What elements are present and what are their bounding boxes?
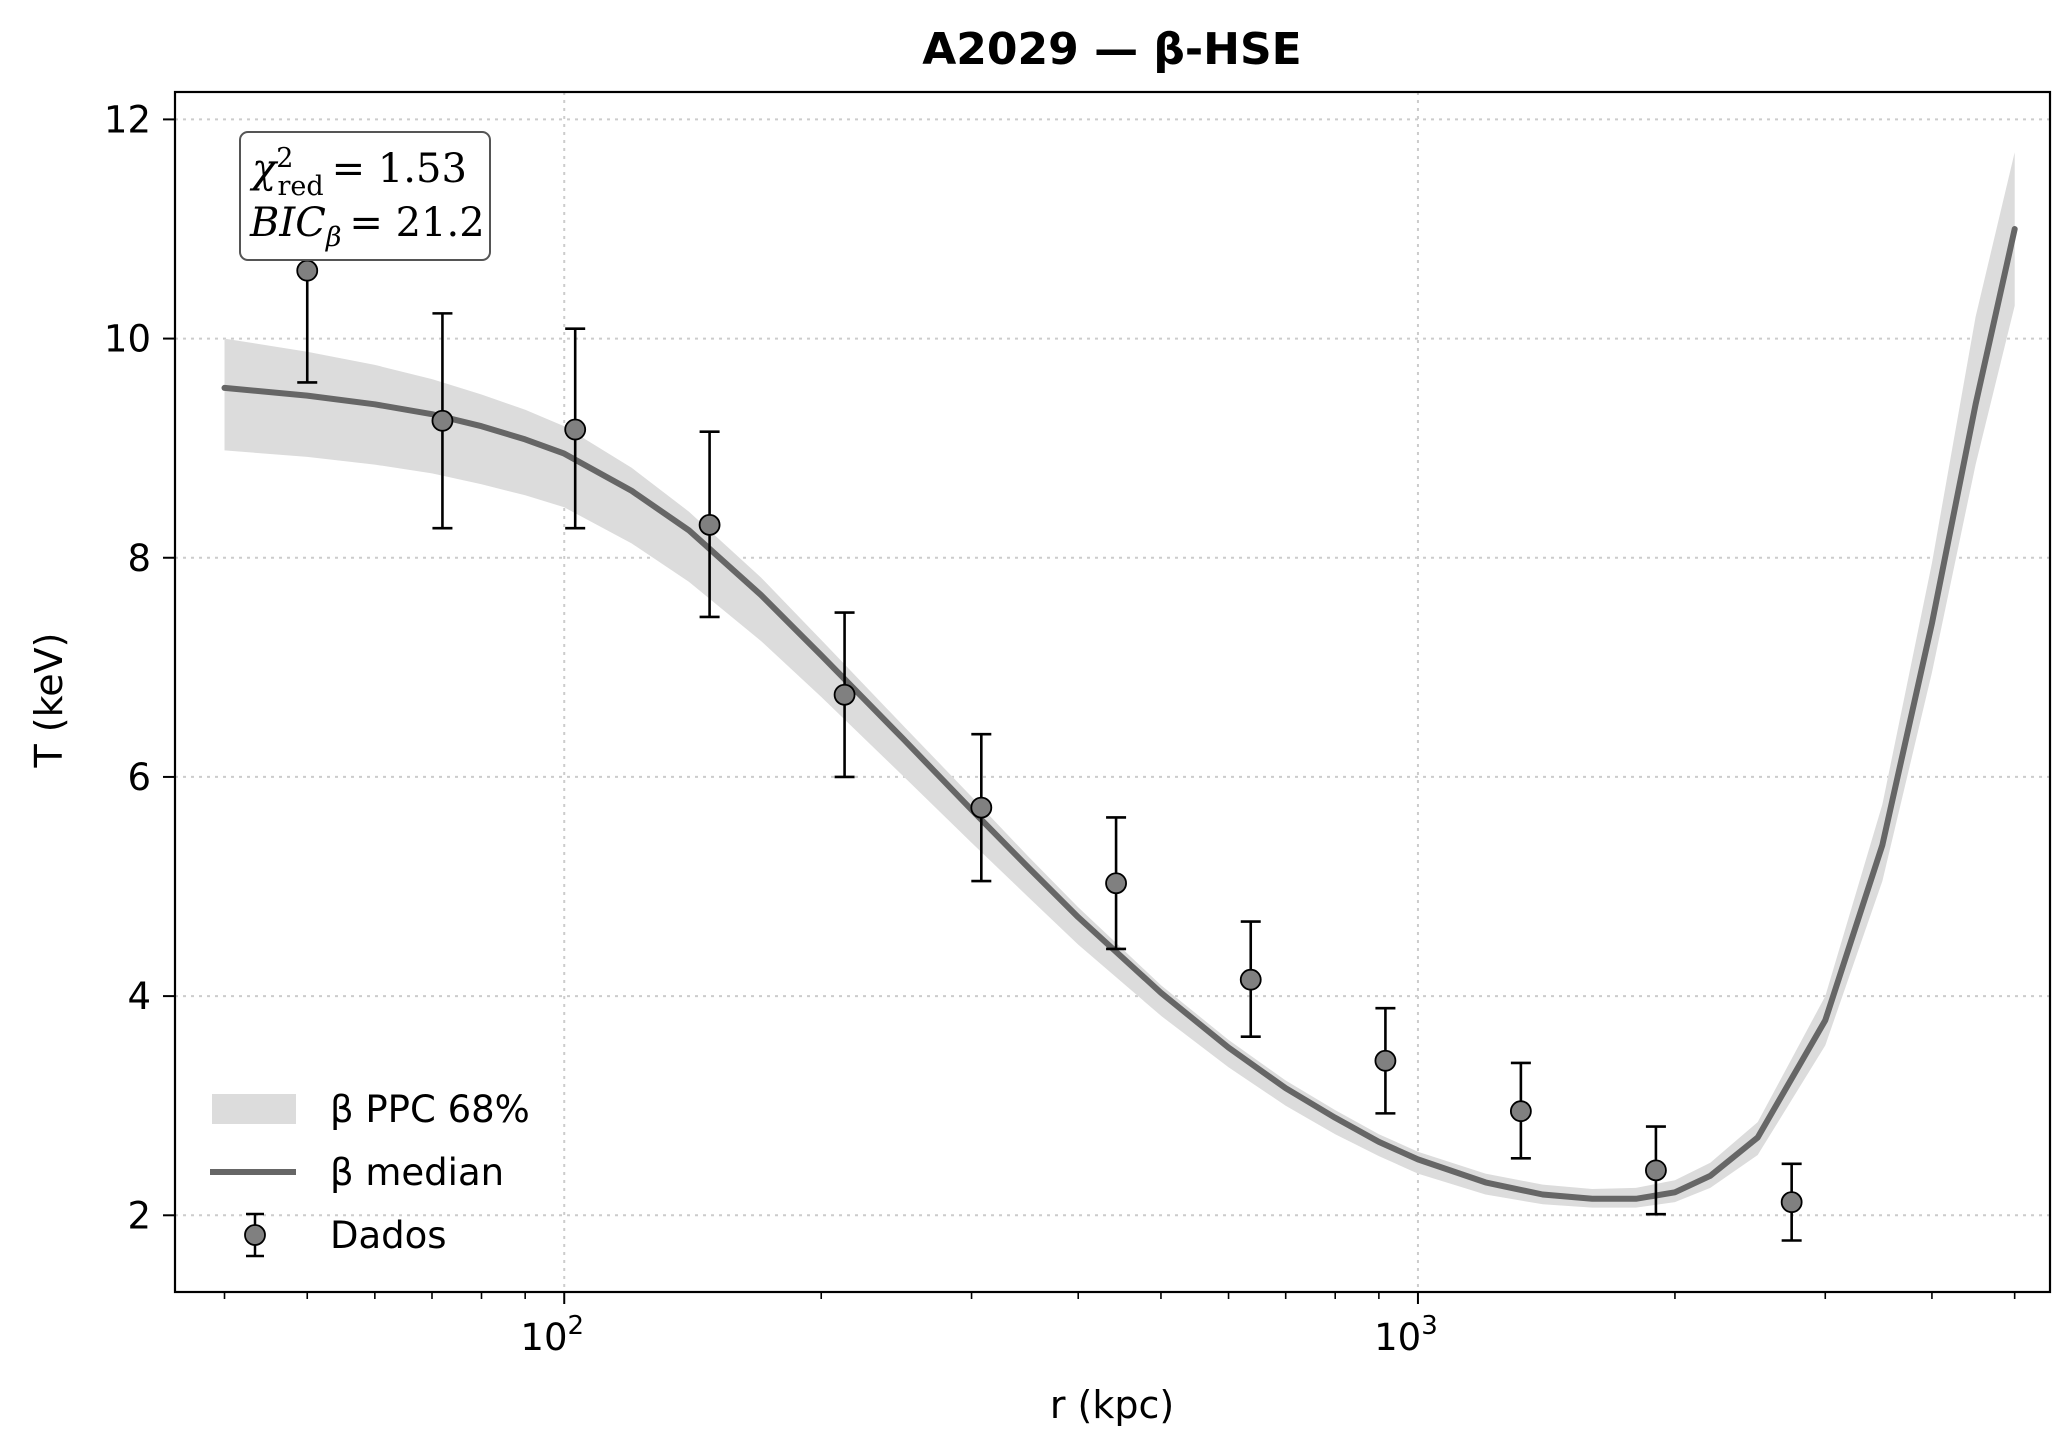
data-marker: [833, 683, 856, 706]
data-point: [564, 327, 587, 530]
data-point: [1780, 1162, 1803, 1242]
data-point: [970, 732, 993, 883]
bic-value: = 21.2: [349, 200, 484, 246]
y-tick-label: 10: [104, 318, 151, 361]
y-tick-label: 4: [127, 975, 151, 1018]
bic-symbol: BIC: [249, 200, 326, 246]
median-line-layer: [221, 226, 2018, 1202]
x-tick-label: 103: [1374, 1311, 1438, 1359]
x-tick-label: 102: [520, 1311, 584, 1359]
chi-symbol: χ: [249, 146, 279, 192]
data-point: [1374, 1006, 1397, 1115]
data-marker: [1780, 1191, 1803, 1214]
data-point: [1105, 816, 1127, 951]
chi-sub: red: [277, 171, 323, 202]
y-tick-label: 12: [104, 98, 151, 141]
data-point: [1645, 1125, 1667, 1216]
data-point: [698, 430, 721, 619]
legend: β PPC 68% β median Dados: [210, 1088, 530, 1258]
y-axis-title: T (keV): [27, 633, 71, 769]
data-point: [833, 611, 856, 779]
plot-frame: [173, 90, 2052, 1294]
data-marker: [970, 796, 993, 819]
chi-sup: 2: [276, 143, 293, 174]
data-marker: [1645, 1159, 1667, 1182]
data-marker: [1105, 872, 1127, 895]
x-axis-title: r (kpc): [1050, 1383, 1174, 1427]
data-point: [431, 312, 454, 530]
stats-box: χ2 red = 1.53 BICβ = 21.2: [239, 131, 491, 261]
grid: [175, 92, 2050, 1292]
data-point: [1239, 920, 1262, 1038]
chart-title: A2029 — β-HSE: [922, 24, 1301, 75]
chi-squared-stat: χ2 red = 1.53: [249, 143, 467, 202]
data-marker: [564, 418, 587, 441]
bic-sub: β: [325, 222, 342, 253]
data-marker: [296, 259, 319, 282]
data-marker: [1239, 968, 1262, 991]
y-tick-label: 6: [127, 756, 151, 799]
y-tick-label: 8: [127, 537, 151, 580]
data-marker: [1509, 1100, 1532, 1123]
ppc-band-layer: [224, 152, 2015, 1208]
median-line: [221, 226, 2018, 1202]
stats-box-frame: [239, 131, 491, 261]
data-marker: [431, 409, 454, 432]
data-points-layer: [296, 157, 1803, 1242]
legend-label-band: β PPC 68%: [330, 1088, 530, 1131]
data-marker: [698, 513, 721, 536]
legend-swatch-band: [212, 1094, 296, 1124]
data-marker: [1374, 1049, 1397, 1072]
legend-label-points: Dados: [330, 1214, 447, 1257]
y-tick-label: 2: [127, 1194, 151, 1237]
bic-stat: BICβ = 21.2: [249, 200, 485, 253]
data-point: [1509, 1061, 1532, 1160]
legend-swatch-points: [244, 1212, 266, 1258]
legend-label-line: β median: [330, 1151, 504, 1194]
x-axis-ticks: 102 103: [223, 1292, 2016, 1359]
ppc-band: [224, 152, 2015, 1208]
chi-value: = 1.53: [332, 146, 467, 192]
y-axis-ticks: 2 4 6 8 10 12: [104, 98, 175, 1237]
